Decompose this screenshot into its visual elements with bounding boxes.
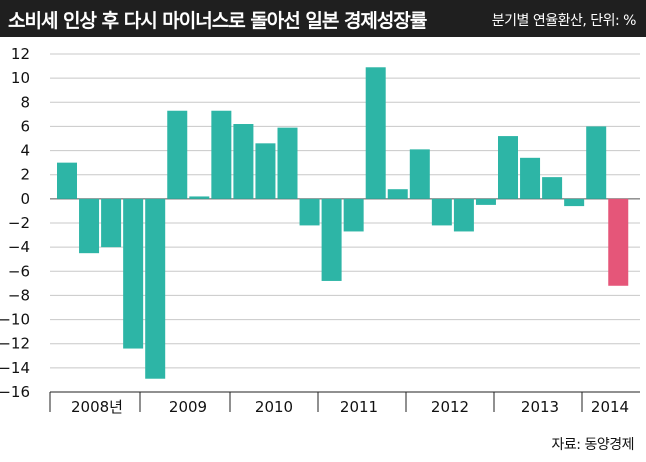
y-tick-label: −4: [8, 238, 30, 256]
bar: [387, 189, 408, 199]
bar: [255, 143, 276, 199]
bar: [520, 157, 541, 199]
bar: [167, 110, 188, 199]
bar: [211, 110, 232, 199]
bar: [431, 198, 452, 226]
source-note: 자료: 동양경제: [551, 437, 635, 453]
bar: [145, 198, 166, 379]
x-tick-label: 2011: [340, 398, 378, 416]
x-tick-label: 2013: [521, 398, 559, 416]
x-tick-label: 2014: [591, 398, 629, 416]
bar: [475, 198, 496, 205]
bar: [586, 126, 607, 199]
bar: [123, 198, 144, 349]
y-tick-label: 6: [20, 117, 30, 135]
y-tick-label: 4: [20, 142, 30, 160]
x-tick-label: 2008년: [71, 398, 123, 416]
unit-note: 분기별 연율환산, 단위: %: [491, 13, 637, 29]
bar-chart: 12 10 8 6 4 2 0 −2 −4 −6 −8 −10 −12 −14 −16 2008년 2009 20…: [0, 45, 640, 416]
bar: [57, 162, 77, 199]
y-tick-label: −8: [8, 286, 30, 304]
bar: [79, 198, 100, 254]
bar: [498, 136, 518, 199]
y-tick-label: 10: [11, 69, 30, 87]
bar: [299, 198, 320, 226]
title-bar: 소비세 인상 후 다시 마이너스로 돌아선 일본 경제성장률 분기별 연율환산,…: [0, 0, 646, 37]
bar: [365, 67, 386, 199]
y-tick-label: −14: [0, 359, 30, 377]
y-tick-label: −16: [0, 383, 30, 401]
y-tick-label: 8: [20, 93, 30, 111]
bar: [409, 149, 430, 199]
y-tick-label: −12: [0, 335, 30, 353]
bar: [608, 198, 629, 286]
bar: [233, 124, 254, 199]
y-tick-label: −10: [0, 311, 30, 329]
x-tick-label: 2012: [431, 398, 469, 416]
chart-title: 소비세 인상 후 다시 마이너스로 돌아선 일본 경제성장률: [8, 10, 427, 32]
x-tick-label: 2009: [169, 398, 207, 416]
bar: [321, 198, 342, 281]
bar: [564, 198, 585, 207]
bar: [189, 196, 210, 199]
y-tick-label: −2: [8, 214, 30, 232]
bar: [542, 177, 563, 199]
bar: [453, 198, 474, 232]
y-tick-label: −6: [8, 262, 30, 280]
bar: [343, 198, 364, 232]
y-tick-label: 12: [11, 45, 30, 63]
y-tick-label: 0: [20, 190, 30, 208]
bar: [277, 127, 298, 199]
bar: [101, 198, 122, 248]
y-tick-label: 2: [20, 166, 30, 184]
x-tick-label: 2010: [255, 398, 293, 416]
